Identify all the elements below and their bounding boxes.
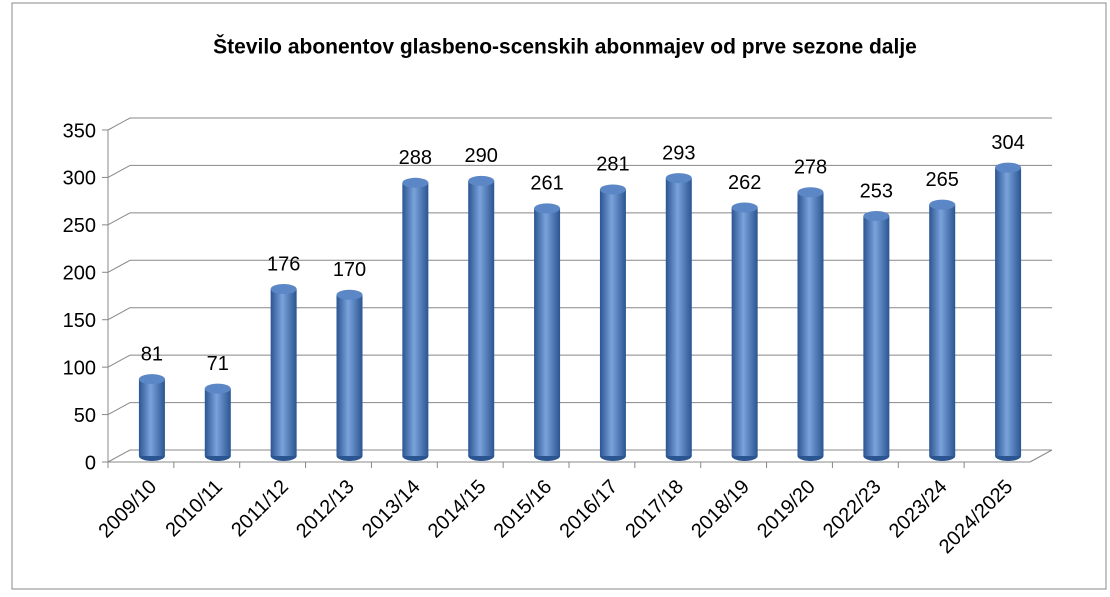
chart-title: Število abonentov glasbeno-scenskih abon… [213, 35, 917, 59]
bar-part [204, 383, 231, 394]
bar [534, 203, 561, 461]
bar [731, 202, 758, 461]
data-label: 170 [333, 259, 366, 281]
bar-part [863, 211, 890, 222]
y-tick-label: 350 [63, 120, 96, 142]
data-label: 290 [465, 145, 498, 167]
bar [929, 199, 956, 461]
bar-part [402, 177, 429, 188]
bar-part [599, 184, 626, 195]
bar-part [731, 202, 758, 213]
bar-part [336, 289, 363, 300]
bar [468, 175, 495, 461]
data-label: 81 [141, 343, 163, 365]
grid-line [107, 449, 131, 463]
bar-part [402, 182, 429, 456]
bar-part [731, 207, 758, 456]
bar-part [270, 289, 297, 456]
data-label: 262 [728, 172, 761, 194]
data-label: 281 [596, 154, 629, 176]
data-label: 278 [794, 157, 827, 179]
data-label: 293 [662, 142, 695, 164]
data-label: 265 [926, 169, 959, 191]
data-label: 71 [207, 353, 229, 375]
bar-part [995, 167, 1022, 457]
bar-part [534, 208, 561, 456]
bar [336, 289, 363, 461]
bar-part [797, 192, 824, 456]
y-tick-label: 300 [63, 168, 96, 190]
y-tick-label: 250 [63, 215, 96, 237]
bar-part [204, 388, 231, 456]
x-axis [1029, 449, 1053, 463]
y-tick-label: 150 [63, 310, 96, 332]
bar-part [468, 175, 495, 186]
y-tick-label: 50 [74, 405, 96, 427]
y-tick-label: 0 [85, 452, 96, 474]
data-label: 253 [860, 180, 893, 202]
bar-part [797, 187, 824, 198]
grid-line [107, 307, 131, 321]
bar [402, 177, 429, 461]
bar-part [665, 173, 692, 184]
bar-part [599, 189, 626, 457]
bar-part [468, 180, 495, 456]
bar-part [336, 294, 363, 456]
bar [995, 162, 1022, 461]
bar [665, 173, 692, 461]
bar [138, 374, 165, 461]
bar [863, 211, 890, 461]
bar-part [138, 379, 165, 456]
bar-part [929, 204, 956, 456]
grid-line [107, 117, 131, 131]
bar [599, 184, 626, 461]
bar-part [995, 162, 1022, 173]
bar-part [665, 178, 692, 456]
bar-part [929, 199, 956, 210]
grid-line [107, 164, 131, 178]
bar-part [138, 374, 165, 385]
bar [204, 383, 231, 461]
y-tick-label: 100 [63, 357, 96, 379]
grid-line [107, 212, 131, 226]
bar-part [863, 216, 890, 456]
y-tick-label: 200 [63, 263, 96, 285]
bar-part [270, 284, 297, 295]
bar [797, 187, 824, 461]
data-label: 261 [530, 173, 563, 195]
data-label: 304 [991, 132, 1024, 154]
grid-line [107, 402, 131, 416]
data-label: 176 [267, 253, 300, 275]
bar-part [534, 203, 561, 214]
data-label: 288 [399, 147, 432, 169]
grid-line [107, 354, 131, 368]
bar [270, 284, 297, 461]
grid-line [107, 259, 131, 273]
